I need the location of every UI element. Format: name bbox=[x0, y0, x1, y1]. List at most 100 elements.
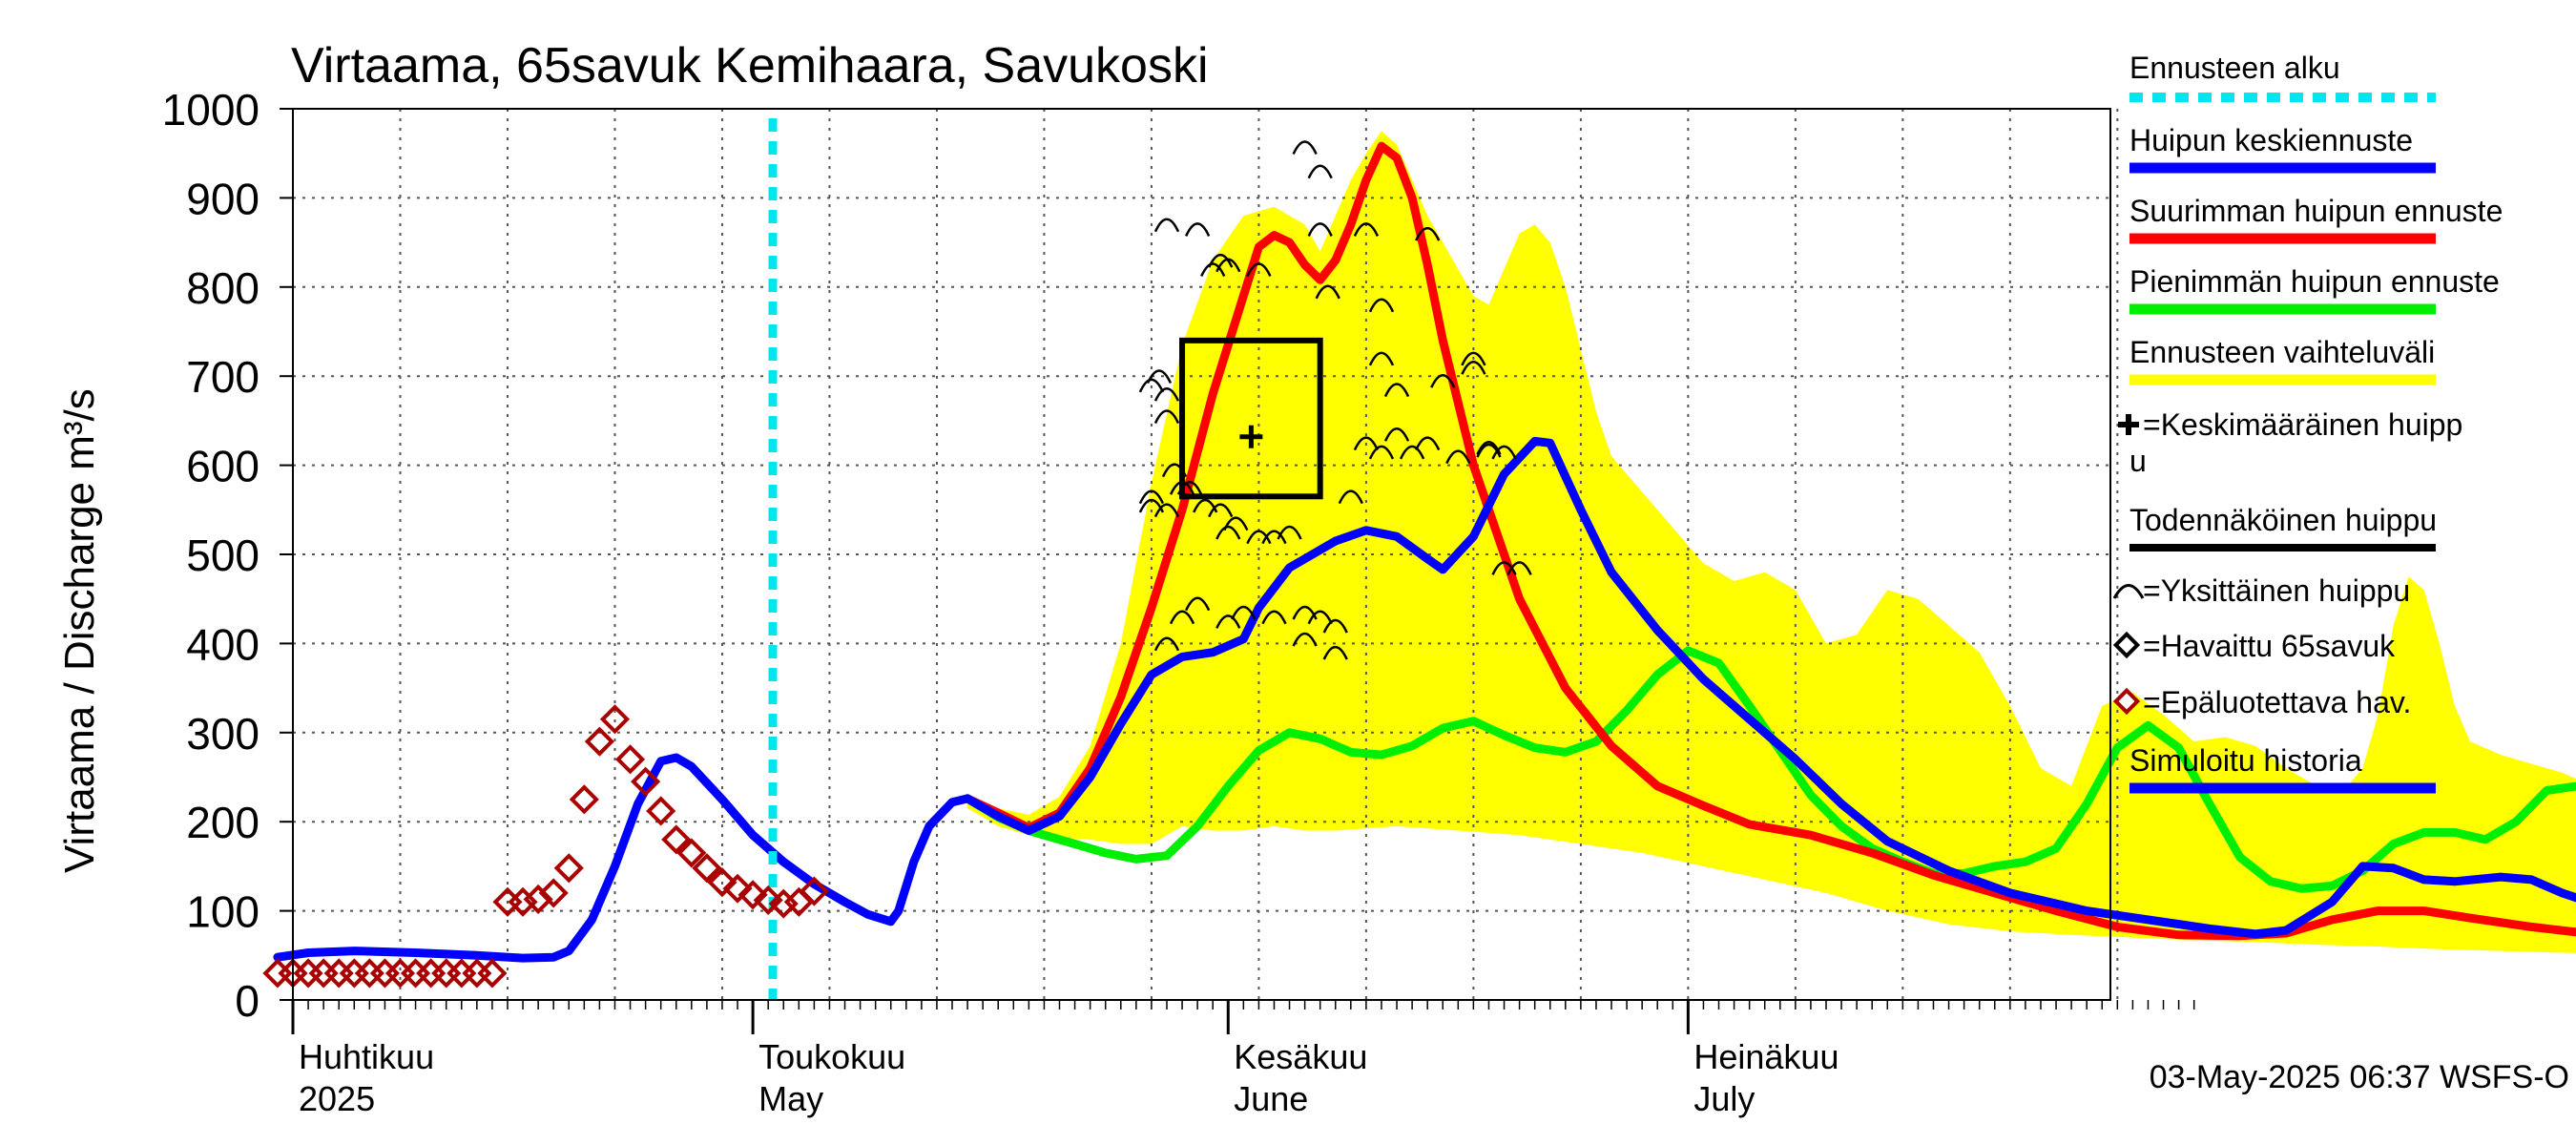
individual-peak-marker bbox=[1184, 222, 1211, 237]
unreliable-observation-marker bbox=[354, 958, 384, 989]
legend-avg-peak-label: =Keskimääräinen huipp bbox=[2143, 407, 2462, 442]
series-layer bbox=[273, 118, 2576, 1000]
unreliable-observation-marker bbox=[722, 873, 753, 904]
legend-mean-peak-label: Huipun keskiennuste bbox=[2129, 123, 2413, 157]
individual-peak-marker bbox=[1292, 632, 1318, 647]
individual-peak-marker bbox=[1292, 140, 1318, 156]
unreliable-observation-marker bbox=[477, 958, 508, 989]
timestamp: 03-May-2025 06:37 WSFS-O bbox=[2150, 1059, 2569, 1095]
max-peak-forecast-line bbox=[963, 141, 2576, 941]
individual-peak-marker bbox=[1261, 530, 1287, 545]
individual-peak-marker bbox=[1368, 351, 1395, 366]
unreliable-observation-marker bbox=[707, 867, 737, 898]
individual-peak-marker bbox=[1208, 253, 1234, 268]
y-axis-label: Virtaama / Discharge m³/s bbox=[56, 388, 103, 873]
individual-peak-marker bbox=[1215, 525, 1241, 540]
legend: Ennusteen alku Huipun keskiennuste Suuri… bbox=[2112, 51, 2503, 794]
individual-peak-marker bbox=[1138, 489, 1165, 505]
individual-peak-marker bbox=[1184, 596, 1211, 612]
x-tick-label-line2: 2025 bbox=[299, 1079, 375, 1118]
legend-individual-peak-label: =Yksittäinen huippu bbox=[2143, 573, 2410, 608]
y-tick-label: 600 bbox=[186, 442, 260, 491]
legend-observed-label: =Havaittu 65savuk bbox=[2143, 629, 2396, 663]
x-tick-label-line2: June bbox=[1234, 1079, 1308, 1118]
individual-peak-marker bbox=[1231, 605, 1257, 620]
legend-unreliable-diamond-icon bbox=[2112, 687, 2141, 716]
individual-peak-marker bbox=[1353, 222, 1380, 237]
x-tick-label-line2: July bbox=[1693, 1079, 1755, 1118]
unreliable-observation-marker bbox=[416, 958, 447, 989]
y-tick-label: 200 bbox=[186, 798, 260, 847]
y-tick-label: 800 bbox=[186, 263, 260, 313]
individual-peak-marker bbox=[1315, 284, 1340, 300]
individual-peak-marker bbox=[1368, 445, 1395, 460]
unreliable-observation-marker bbox=[569, 784, 599, 815]
individual-peak-marker bbox=[1461, 360, 1486, 375]
mean-peak-forecast-line bbox=[963, 436, 2576, 939]
individual-peak-marker bbox=[1322, 618, 1348, 634]
unreliable-observation-marker bbox=[308, 958, 339, 989]
unreliable-observation-marker bbox=[661, 824, 692, 855]
chart-title: Virtaama, 65savuk Kemihaara, Savukoski bbox=[291, 38, 1209, 94]
individual-peak-marker bbox=[1215, 258, 1241, 273]
individual-peak-marker bbox=[1506, 561, 1532, 575]
average-peak-marker bbox=[1239, 425, 1263, 448]
unreliable-observation-marker bbox=[799, 876, 829, 906]
unreliable-observation-marker bbox=[431, 958, 462, 989]
unreliable-observation-marker bbox=[631, 766, 661, 797]
y-tick-label: 0 bbox=[235, 976, 260, 1026]
y-tick-label: 300 bbox=[186, 709, 260, 759]
individual-peak-marker bbox=[1200, 262, 1226, 277]
individual-peak-marker bbox=[1353, 436, 1380, 451]
x-tick-label: Heinäkuu bbox=[1693, 1037, 1839, 1076]
x-tick-label: Huhtikuu bbox=[299, 1037, 434, 1076]
legend-min-peak-label: Pienimmän huipun ennuste bbox=[2129, 264, 2500, 299]
individual-peak-marker bbox=[1476, 443, 1502, 458]
probable-peak-box bbox=[1179, 337, 1323, 500]
legend-unreliable-label: =Epäluotettava hav. bbox=[2143, 685, 2411, 719]
unreliable-observation-marker bbox=[262, 958, 293, 989]
legend-forecast-start-label: Ennusteen alku bbox=[2129, 51, 2340, 85]
individual-peak-marker bbox=[1277, 525, 1302, 540]
individual-peak-marker bbox=[1430, 373, 1456, 388]
individual-peak-marker bbox=[1261, 610, 1287, 625]
individual-peak-marker bbox=[1399, 445, 1425, 460]
unreliable-observation-marker bbox=[492, 886, 523, 917]
individual-peak-marker bbox=[1138, 378, 1165, 393]
individual-peak-marker bbox=[1169, 610, 1195, 625]
individual-peak-marker bbox=[1246, 262, 1272, 277]
y-tick-label: 400 bbox=[186, 619, 260, 669]
legend-range-label: Ennusteen vaihteluväli bbox=[2129, 335, 2435, 369]
unreliable-observation-marker bbox=[553, 853, 584, 884]
unreliable-observation-marker bbox=[401, 958, 431, 989]
legend-simulated-label: Simuloitu historia bbox=[2129, 743, 2362, 778]
y-tick-label: 1000 bbox=[162, 85, 260, 135]
axis-layer: 0 100 200 300 400 500 600 700 800 900 1000 Huhtikuu… bbox=[162, 85, 2195, 1118]
unreliable-observation-marker bbox=[538, 878, 569, 908]
legend-max-peak-label: Suurimman huipun ennuste bbox=[2129, 194, 2503, 228]
unreliable-observation-marker bbox=[462, 958, 492, 989]
individual-peak-marker bbox=[1383, 427, 1410, 442]
marker-layer bbox=[262, 140, 1532, 989]
legend-probable-peak-label: Todennäköinen huippu bbox=[2129, 503, 2437, 537]
individual-peak-marker bbox=[1491, 445, 1517, 460]
unreliable-observation-marker bbox=[692, 853, 722, 884]
individual-peak-marker bbox=[1383, 383, 1410, 398]
individual-peak-marker bbox=[1322, 645, 1348, 660]
unreliable-observation-marker bbox=[523, 884, 553, 915]
y-tick-label: 100 bbox=[186, 887, 260, 937]
individual-peak-marker bbox=[1153, 409, 1180, 425]
individual-peak-marker bbox=[1338, 489, 1363, 505]
individual-peak-marker bbox=[1153, 387, 1180, 402]
individual-peak-marker bbox=[1307, 610, 1333, 625]
x-tick-label-line2: May bbox=[758, 1079, 823, 1118]
legend-avg-peak-plus-icon bbox=[2118, 414, 2139, 435]
individual-peak-marker bbox=[1246, 530, 1272, 545]
individual-peak-marker bbox=[1307, 164, 1333, 179]
individual-peak-marker bbox=[1307, 222, 1333, 237]
individual-peak-marker bbox=[1415, 226, 1441, 241]
y-tick-label: 900 bbox=[186, 174, 260, 223]
unreliable-observation-marker bbox=[369, 958, 400, 989]
legend-avg-peak-label-wrap: u bbox=[2129, 444, 2147, 478]
